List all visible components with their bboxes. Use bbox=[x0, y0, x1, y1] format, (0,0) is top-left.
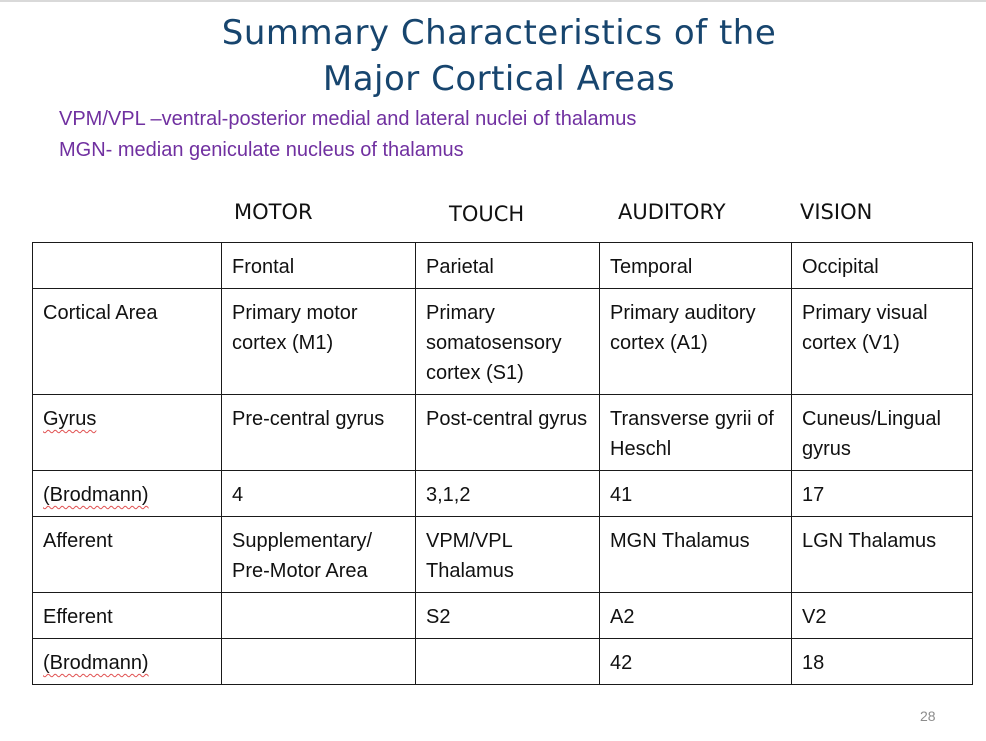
table-cell: Supplementary/ Pre-Motor Area bbox=[221, 516, 416, 593]
table-cell: Primary somatosensory cortex (S1) bbox=[415, 288, 600, 395]
table-cell bbox=[32, 242, 222, 289]
table-row: Frontal Parietal Temporal Occipital bbox=[32, 242, 973, 289]
page-number: 28 bbox=[920, 708, 936, 724]
cell-text: (Brodmann) bbox=[43, 484, 149, 506]
cell-text: Gyrus bbox=[43, 408, 97, 430]
table-cell bbox=[415, 638, 600, 685]
table-row: Efferent S2 A2 V2 bbox=[32, 592, 973, 639]
table-cell: V2 bbox=[791, 592, 973, 639]
slide-title: Summary Characteristics of the Major Cor… bbox=[0, 10, 986, 102]
abbreviation-note-vpm-vpl: VPM/VPL –ventral-posterior medial and la… bbox=[59, 108, 637, 130]
table-cell bbox=[221, 592, 416, 639]
table-cell: 41 bbox=[599, 470, 792, 517]
table-cell: 18 bbox=[791, 638, 973, 685]
table-cell: Occipital bbox=[791, 242, 973, 289]
table-cell: Transverse gyrii of Heschl bbox=[599, 394, 792, 471]
table-cell: Pre-central gyrus bbox=[221, 394, 416, 471]
table-cell: Parietal bbox=[415, 242, 600, 289]
table-cell: (Brodmann) bbox=[32, 638, 222, 685]
slide-title-line1: Summary Characteristics of the bbox=[221, 13, 777, 53]
table-cell bbox=[221, 638, 416, 685]
table-cell: LGN Thalamus bbox=[791, 516, 973, 593]
abbreviation-note-mgn: MGN- median geniculate nucleus of thalam… bbox=[59, 139, 464, 161]
column-heading-auditory: AUDITORY bbox=[618, 200, 726, 224]
column-heading-vision: VISION bbox=[800, 200, 873, 224]
table-cell: 42 bbox=[599, 638, 792, 685]
cell-text: (Brodmann) bbox=[43, 652, 149, 674]
table-row: (Brodmann) 4 3,1,2 41 17 bbox=[32, 470, 973, 517]
table-row: Gyrus Pre-central gyrus Post-central gyr… bbox=[32, 394, 973, 471]
cortical-areas-table: Frontal Parietal Temporal Occipital Cort… bbox=[32, 242, 973, 685]
table-cell: 4 bbox=[221, 470, 416, 517]
table-row: Afferent Supplementary/ Pre-Motor Area V… bbox=[32, 516, 973, 593]
table-cell: VPM/VPL Thalamus bbox=[415, 516, 600, 593]
table-cell: Primary motor cortex (M1) bbox=[221, 288, 416, 395]
slide-title-line2: Major Cortical Areas bbox=[322, 59, 676, 99]
table-cell: Primary visual cortex (V1) bbox=[791, 288, 973, 395]
table-cell: 17 bbox=[791, 470, 973, 517]
column-heading-motor: MOTOR bbox=[234, 200, 313, 224]
table-row: Cortical Area Primary motor cortex (M1) … bbox=[32, 288, 973, 395]
table-cell: 3,1,2 bbox=[415, 470, 600, 517]
table-cell: Primary auditory cortex (A1) bbox=[599, 288, 792, 395]
table-cell: Gyrus bbox=[32, 394, 222, 471]
table-cell: Cuneus/Lingual gyrus bbox=[791, 394, 973, 471]
table-cell: MGN Thalamus bbox=[599, 516, 792, 593]
table-cell: A2 bbox=[599, 592, 792, 639]
top-divider bbox=[0, 0, 986, 2]
column-heading-touch: TOUCH bbox=[449, 202, 525, 226]
table-cell: Temporal bbox=[599, 242, 792, 289]
table-row: (Brodmann) 42 18 bbox=[32, 638, 973, 685]
table-cell: Efferent bbox=[32, 592, 222, 639]
table-cell: S2 bbox=[415, 592, 600, 639]
table-cell: Post-central gyrus bbox=[415, 394, 600, 471]
table-cell: Cortical Area bbox=[32, 288, 222, 395]
table-cell: (Brodmann) bbox=[32, 470, 222, 517]
table-cell: Afferent bbox=[32, 516, 222, 593]
table-cell: Frontal bbox=[221, 242, 416, 289]
